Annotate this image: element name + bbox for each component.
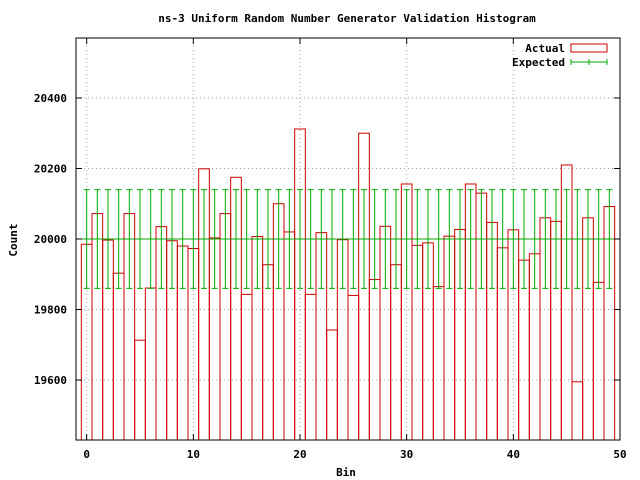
expected-point (262, 189, 274, 289)
x-tick-label: 10 (187, 448, 200, 461)
expected-point (348, 189, 359, 289)
expected-point (529, 189, 540, 289)
plot-frame (75, 37, 621, 441)
expected-point (230, 189, 242, 289)
expected-point (390, 189, 402, 289)
expected-point (81, 189, 92, 289)
legend: Actual Expected (512, 42, 608, 69)
x-tick-label: 50 (613, 448, 626, 461)
expected-point (561, 189, 572, 289)
expected-point (412, 189, 423, 289)
legend-label-actual: Actual (525, 42, 565, 55)
x-tick-label: 20 (293, 448, 306, 461)
legend-swatch-actual (570, 43, 608, 53)
axis-ticks: 0 10 20 30 40 50 19600 19800 20000 20200 20400 (34, 38, 627, 461)
expected-point (508, 189, 519, 289)
expected-point (337, 189, 348, 289)
expected-point (220, 189, 231, 289)
expected-point (316, 189, 327, 289)
expected-point (550, 189, 562, 289)
expected-point (486, 189, 498, 289)
expected-point (369, 189, 380, 289)
expected-point (102, 189, 114, 289)
expected-point (273, 189, 284, 289)
expected-point (540, 189, 551, 289)
expected-point (444, 189, 455, 289)
x-tick-label: 0 (83, 448, 90, 461)
expected-point (422, 189, 434, 289)
legend-label-expected: Expected (512, 56, 565, 69)
expected-point (284, 189, 295, 289)
y-tick-label: 19800 (34, 304, 67, 317)
y-tick-label: 20200 (34, 162, 67, 175)
x-axis-label: Bin (336, 466, 356, 479)
expected-point (358, 189, 370, 289)
expected-point (593, 189, 604, 289)
expected-point (241, 189, 252, 289)
y-tick-label: 20000 (34, 233, 67, 246)
expected-point (476, 189, 487, 289)
expected-series (81, 189, 615, 289)
y-tick-label: 20400 (34, 92, 67, 105)
legend-swatch-expected (570, 59, 608, 65)
chart-title: ns-3 Uniform Random Number Generator Val… (158, 12, 536, 25)
expected-point (326, 189, 338, 289)
expected-point (294, 189, 306, 289)
expected-point (582, 189, 594, 289)
expected-point (166, 189, 178, 289)
expected-point (252, 189, 263, 289)
expected-point (401, 189, 412, 289)
expected-point (124, 189, 135, 289)
expected-point (113, 189, 124, 289)
expected-point (518, 189, 530, 289)
expected-point (572, 189, 583, 289)
expected-point (209, 189, 220, 289)
expected-point (380, 189, 391, 289)
x-tick-label: 30 (400, 448, 413, 461)
expected-point (497, 189, 508, 289)
expected-point (92, 189, 103, 289)
expected-point (188, 189, 199, 289)
expected-point (305, 189, 316, 289)
expected-point (465, 189, 476, 289)
expected-point (433, 189, 444, 289)
expected-point (198, 189, 210, 289)
y-axis-label: Count (7, 223, 20, 256)
x-tick-label: 40 (507, 448, 520, 461)
expected-point (454, 189, 466, 289)
expected-point (177, 189, 188, 289)
expected-point (156, 189, 167, 289)
expected-point (134, 189, 146, 289)
y-tick-label: 19600 (34, 374, 67, 387)
expected-point (145, 189, 156, 289)
expected-point (604, 189, 615, 289)
